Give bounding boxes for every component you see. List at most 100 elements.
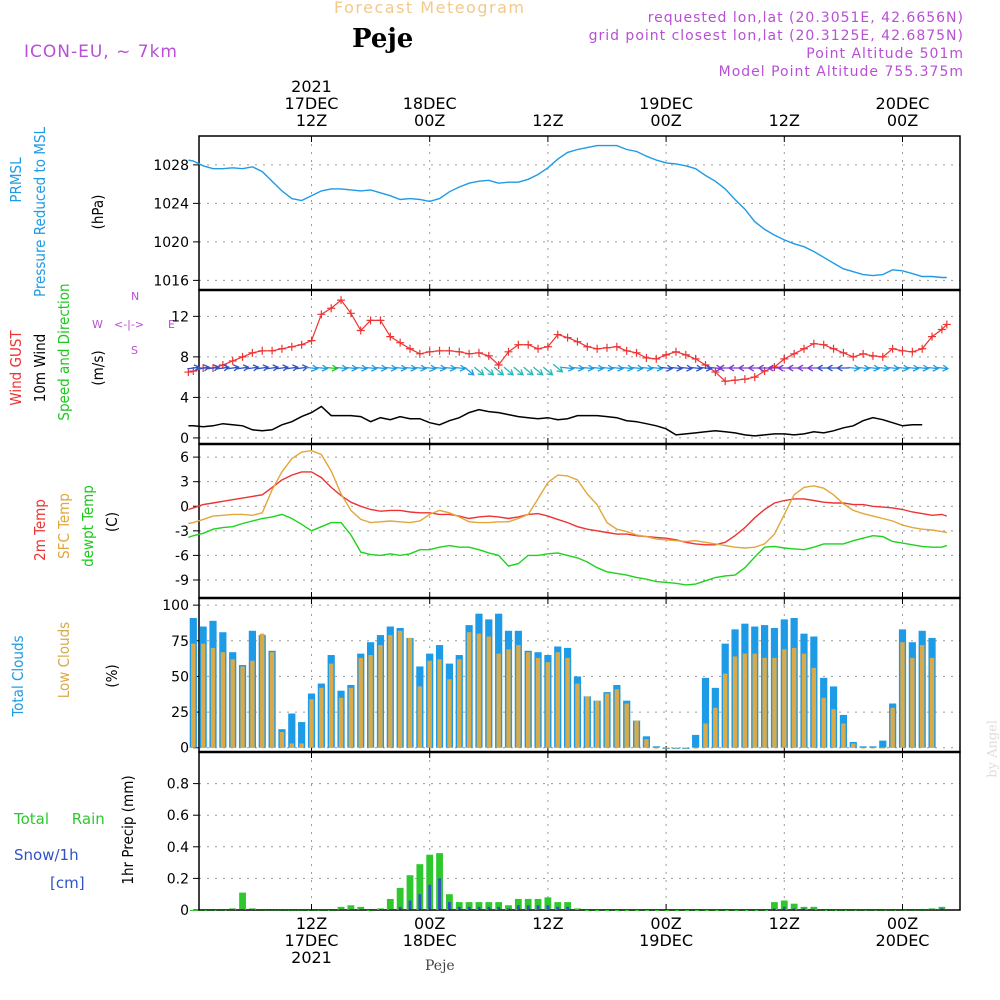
low-clouds-bar xyxy=(920,645,925,748)
gust-marker xyxy=(366,316,375,325)
low-clouds-bar xyxy=(683,747,688,749)
low-clouds-bar xyxy=(565,657,570,748)
wind-arrow-shape xyxy=(266,364,280,372)
low-clouds-bar xyxy=(476,633,482,748)
low-clouds-bar xyxy=(378,645,383,748)
wind-arrow-shape xyxy=(394,364,408,372)
time-axis-bottom-label: 12Z xyxy=(532,914,563,933)
snow-bar xyxy=(802,908,806,910)
low-clouds-bar xyxy=(900,642,905,748)
low-clouds-bar xyxy=(407,637,413,748)
low-clouds-bar xyxy=(427,660,432,748)
gust-marker xyxy=(918,344,927,353)
low-clouds-bar xyxy=(260,633,265,748)
gust-marker xyxy=(474,348,483,357)
wind-arrow xyxy=(669,364,684,372)
gust-marker xyxy=(898,346,907,355)
gust-marker xyxy=(376,316,385,325)
wind-arrow-shape xyxy=(473,366,485,376)
y-tick-label: 8 xyxy=(180,350,189,366)
rain-bar xyxy=(593,910,601,911)
rain-bar xyxy=(810,906,818,910)
snow-bar xyxy=(556,906,560,910)
time-axis-top-label: 18DEC xyxy=(403,94,457,113)
time-axis-top-label: 12Z xyxy=(532,111,563,130)
snow-bar xyxy=(940,908,944,910)
low-clouds-bar xyxy=(358,657,363,748)
rain-bar xyxy=(249,908,256,910)
low-clouds-bar xyxy=(762,657,767,748)
y-tick-label: 0.8 xyxy=(167,777,189,793)
gust-marker xyxy=(504,347,513,356)
total-clouds-bar xyxy=(288,713,296,748)
total-clouds-bar xyxy=(298,722,306,748)
low-clouds-bar xyxy=(663,747,669,749)
wind-arrow-shape xyxy=(610,364,625,372)
low-clouds-bar xyxy=(466,632,472,748)
snow-bar xyxy=(546,905,550,910)
compass-west: W xyxy=(92,318,103,331)
time-axis-bottom-label: 00Z xyxy=(887,914,918,933)
gust-marker xyxy=(514,340,523,349)
gust-marker xyxy=(563,333,572,342)
wind-arrow-shape xyxy=(197,364,211,372)
wind-arrow-shape xyxy=(533,366,544,376)
wind-arrow-shape xyxy=(630,364,644,372)
rain-label: Total Rain xyxy=(14,810,105,828)
rain-bar xyxy=(643,910,650,911)
gust-marker xyxy=(819,340,828,349)
wind-arrow xyxy=(344,364,359,372)
low-clouds-bar xyxy=(210,647,216,748)
wind-arrow xyxy=(413,364,428,372)
gust-marker xyxy=(593,344,602,353)
time-axis-top-label: 12Z xyxy=(769,111,800,130)
panel-frame xyxy=(198,751,961,911)
gust-marker xyxy=(396,338,405,347)
rain-bar xyxy=(544,897,552,910)
wind-arrow-shape xyxy=(384,364,398,372)
rain-bar xyxy=(603,910,611,911)
gridpoint-coords: grid point closest lon,lat (20.3125E, 42… xyxy=(588,28,964,44)
total-clouds-bar xyxy=(652,746,660,748)
gust-marker xyxy=(829,344,838,353)
rain-bar xyxy=(239,892,246,910)
rain-bar xyxy=(357,906,365,910)
low-clouds-bar xyxy=(693,747,698,749)
wind-arrow xyxy=(591,364,605,372)
rain-bar xyxy=(574,908,581,910)
low-clouds-bar xyxy=(348,687,354,748)
wind-arrow-shape xyxy=(226,364,240,372)
wind-arrow-shape xyxy=(285,364,299,372)
rain-bar xyxy=(613,910,621,911)
rain-bar xyxy=(682,910,690,911)
wind-arrow xyxy=(533,366,544,376)
wind-arrow xyxy=(935,364,950,372)
wind-arrow xyxy=(305,364,319,372)
total-clouds-bar xyxy=(869,746,877,748)
low-clouds-bar xyxy=(594,700,600,748)
time-axis-top-label: 12Z xyxy=(296,111,327,130)
gust-marker xyxy=(859,349,868,358)
y-tick-label: -6 xyxy=(175,548,189,564)
y-tick-label: 3 xyxy=(180,475,189,491)
gust-marker xyxy=(750,373,759,382)
gust-marker xyxy=(238,352,247,361)
model-altitude: Model Point Altitude 755.375m xyxy=(718,64,964,80)
point-altitude: Point Altitude 501m xyxy=(806,46,964,62)
low-clouds-bar xyxy=(644,739,649,748)
wind-arrow xyxy=(926,364,940,372)
wind-arrow xyxy=(679,364,694,372)
compass-arrows: <-|-> xyxy=(114,318,145,331)
snow-bar xyxy=(497,906,501,910)
low-clouds-bar xyxy=(929,657,935,748)
y-tick-label: 4 xyxy=(180,390,189,406)
gust-marker xyxy=(465,349,474,358)
y-tick-label: 12 xyxy=(171,309,189,325)
gust-marker xyxy=(553,330,562,339)
time-axis-bottom-label: 00Z xyxy=(650,914,681,933)
wind-arrow-shape xyxy=(866,364,881,372)
gust-marker xyxy=(942,320,951,329)
wind-arrow-shape xyxy=(374,364,388,372)
gust-marker xyxy=(435,346,444,355)
rain-bar xyxy=(692,910,700,911)
